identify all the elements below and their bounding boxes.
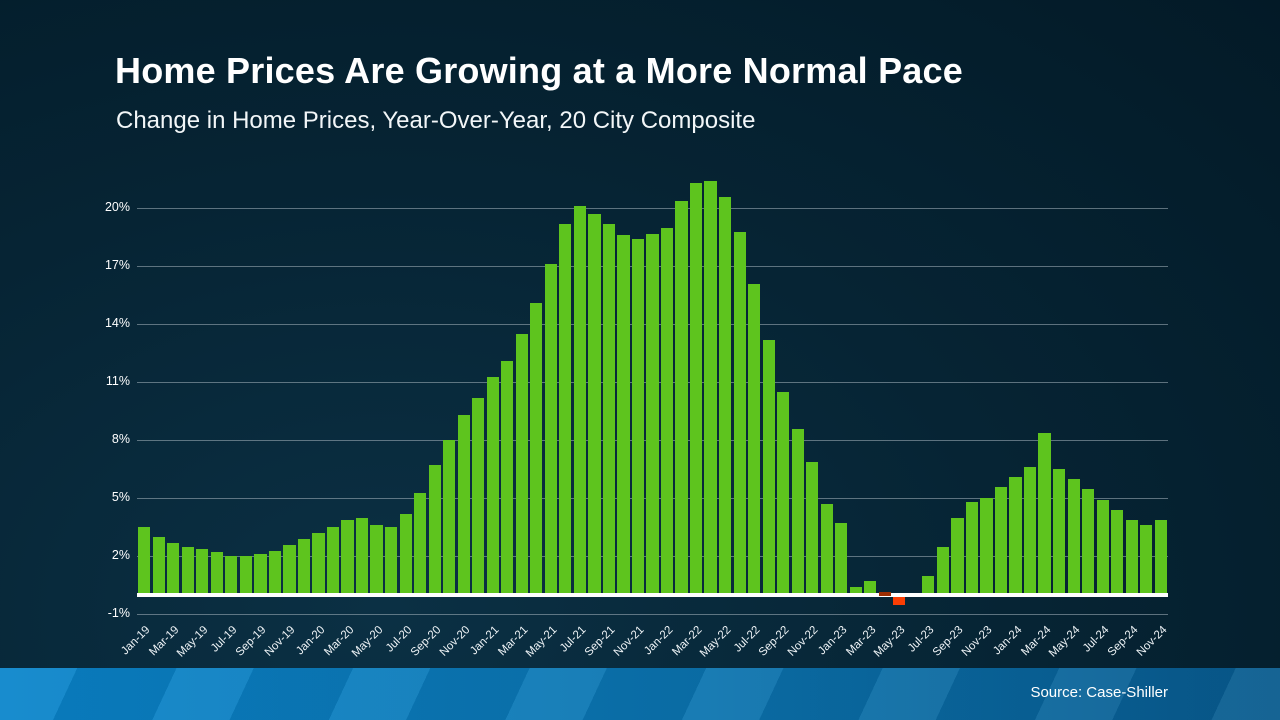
gridline--1%: [137, 613, 1168, 615]
bar-Jun-20: [385, 527, 398, 595]
bar-Sep-24: [1125, 519, 1138, 595]
bar-Apr-24: [1052, 469, 1066, 595]
bar-Dec-23: [994, 486, 1008, 595]
bar-Jul-23: [922, 575, 935, 595]
chart-subtitle: Change in Home Prices, Year-Over-Year, 2…: [116, 107, 756, 134]
source-attribution: Source: Case-Shiller: [1030, 684, 1168, 701]
bar-Jun-22: [733, 231, 746, 595]
bar-Nov-19: [283, 544, 296, 595]
bar-Aug-23: [936, 546, 949, 595]
bar-Oct-23: [965, 502, 979, 595]
bar-Apr-20: [355, 517, 369, 595]
bar-chart: 20% 17% 14% 11% 8% 5% 2% -1% Jan-19 Mar-19 May-19 J…: [104, 181, 1169, 660]
bar-May-22: [719, 196, 732, 595]
bar-Dec-21: [646, 233, 659, 595]
y-axis-label: 11%: [105, 374, 130, 389]
bar-Sep-23: [951, 517, 964, 595]
bar-Jul-21: [573, 206, 586, 595]
zero-baseline: [137, 593, 1168, 597]
bar-Sep-19: [254, 554, 267, 595]
y-axis-label: 2%: [111, 548, 130, 563]
bar-Apr-23: [878, 592, 891, 596]
y-axis-label: -1%: [107, 606, 130, 621]
bar-Apr-22: [704, 181, 717, 595]
bar-Mar-23: [864, 581, 877, 595]
bar-Jul-20: [399, 513, 412, 595]
bar-May-19: [196, 548, 209, 595]
bar-Aug-22: [762, 339, 775, 595]
bar-Oct-22: [791, 428, 804, 595]
bar-Nov-22: [806, 461, 819, 595]
bar-May-21: [544, 264, 557, 595]
bar-Nov-24: [1154, 519, 1167, 595]
bar-Feb-23: [849, 587, 862, 595]
bottom-accent-band: [0, 668, 1280, 720]
y-axis-label: 8%: [111, 432, 130, 447]
bar-Apr-19: [181, 546, 194, 595]
bar-Aug-24: [1111, 509, 1124, 595]
bar-May-20: [370, 525, 383, 595]
bar-Jul-24: [1096, 500, 1109, 595]
gridline-20%: [137, 207, 1168, 209]
bar-Dec-19: [297, 538, 311, 595]
bar-Jan-21: [486, 376, 499, 595]
bar-Jan-19: [138, 527, 151, 595]
chart-title: Home Prices Are Growing at a More Normal…: [115, 50, 963, 91]
bar-Jul-19: [225, 556, 238, 595]
bar-Jun-21: [559, 223, 572, 595]
bar-Oct-19: [268, 550, 282, 595]
bar-Nov-21: [631, 239, 645, 595]
y-axis-label: 14%: [104, 316, 130, 331]
bar-Sep-21: [602, 223, 616, 595]
bar-Nov-23: [980, 498, 993, 595]
bar-Mar-21: [515, 334, 528, 595]
y-axis-label: 5%: [111, 490, 130, 505]
bar-Jun-24: [1082, 488, 1095, 595]
bar-Feb-21: [501, 361, 514, 595]
bar-Oct-21: [617, 235, 630, 595]
y-axis-label: 20%: [104, 200, 130, 215]
bar-Jan-23: [835, 523, 848, 595]
bar-Oct-24: [1140, 525, 1153, 595]
bar-Feb-22: [675, 200, 688, 595]
bar-Feb-19: [152, 537, 165, 595]
bar-Jan-20: [312, 533, 325, 595]
bar-Oct-20: [443, 440, 456, 595]
bar-Mar-19: [167, 542, 180, 595]
bar-Nov-20: [457, 415, 470, 595]
bar-Apr-21: [530, 303, 543, 595]
bar-Feb-24: [1023, 467, 1037, 595]
bar-Aug-19: [239, 556, 252, 595]
bar-Aug-21: [588, 214, 601, 595]
bar-Sep-20: [428, 465, 441, 595]
bar-Mar-20: [341, 519, 354, 595]
bar-May-24: [1067, 479, 1080, 595]
bar-Mar-24: [1038, 432, 1051, 595]
bar-Mar-22: [689, 183, 703, 595]
bar-Sep-22: [777, 392, 790, 595]
bar-Dec-20: [472, 397, 485, 595]
bar-Aug-20: [414, 492, 427, 595]
bar-Jan-24: [1009, 477, 1022, 595]
bar-Jun-19: [210, 552, 223, 595]
bar-Jan-22: [660, 227, 674, 595]
bar-Dec-22: [820, 504, 833, 595]
y-axis-label: 17%: [104, 258, 130, 273]
bar-Feb-20: [326, 527, 340, 595]
bar-Jul-22: [748, 283, 761, 595]
bar-May-23: [893, 597, 906, 605]
